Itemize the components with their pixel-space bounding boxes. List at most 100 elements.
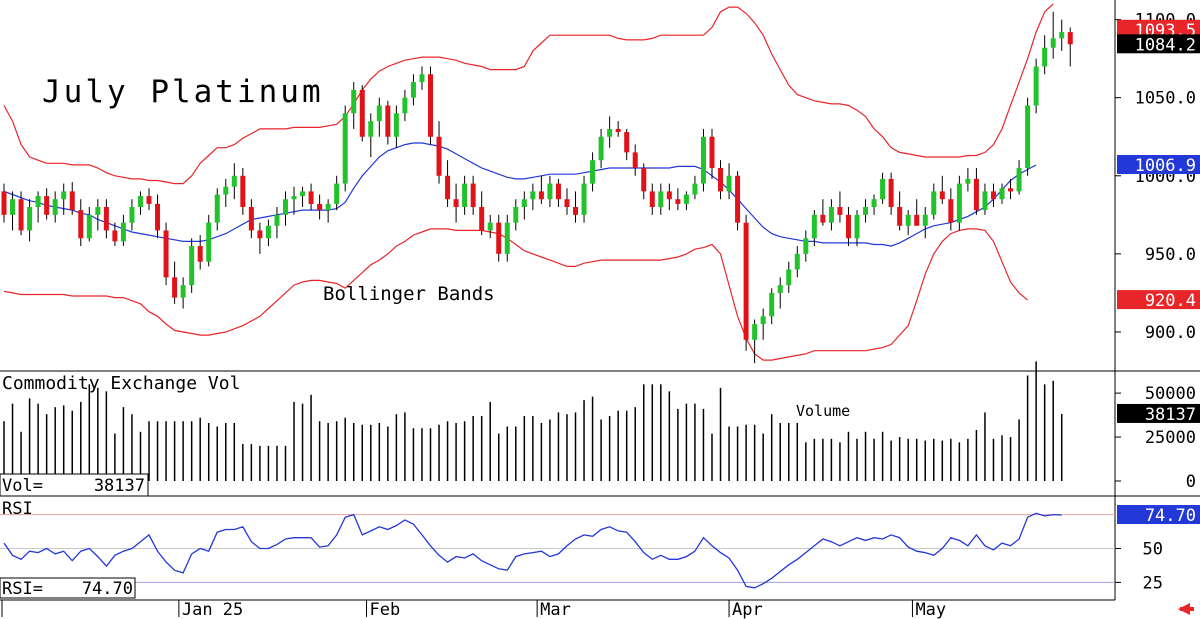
candle-body <box>52 199 58 215</box>
month-label: Jan 25 <box>182 600 243 619</box>
candle-body <box>308 191 314 204</box>
candle-body <box>948 199 954 223</box>
candle-body <box>35 196 41 208</box>
candle-body <box>129 207 135 223</box>
candle-body <box>990 191 996 200</box>
candle-body <box>385 105 391 137</box>
rsi-readout-label: RSI= <box>2 579 43 599</box>
candle-body <box>282 199 288 215</box>
rsi-panel-title: RSI <box>2 499 33 519</box>
panel-frames <box>0 0 1200 601</box>
candle-body <box>120 222 126 242</box>
candle-body <box>521 199 527 208</box>
candle-body <box>897 207 903 226</box>
candle-body <box>351 89 357 114</box>
candle-body <box>769 292 775 317</box>
candle-body <box>956 183 962 223</box>
candle-body <box>683 194 689 204</box>
rsi-line <box>3 512 1062 589</box>
candle-body <box>231 175 237 187</box>
candle-body <box>462 183 468 208</box>
price-tick-label: 950.0 <box>1145 245 1196 265</box>
rsi-tick-label: 50 <box>1143 540 1163 560</box>
candle-body <box>641 167 647 192</box>
candle-body <box>214 194 220 223</box>
candle-body <box>837 207 843 215</box>
candle-body <box>598 136 604 161</box>
volume-tick-label: 0 <box>1186 472 1196 492</box>
candle-body <box>871 199 877 208</box>
candle-body <box>905 214 911 226</box>
candle-body <box>419 74 425 83</box>
candle-body <box>718 167 724 192</box>
candle-body <box>1016 167 1022 192</box>
volume-last-badge-text: 38137 <box>1145 405 1196 425</box>
candle-body <box>274 214 280 226</box>
candle-body <box>10 199 16 215</box>
month-label: May <box>915 600 946 619</box>
candle-body <box>112 230 118 242</box>
scroll-arrow-tail <box>1180 607 1194 611</box>
rsi-tick-label: 25 <box>1143 573 1163 593</box>
candle-body <box>86 214 92 239</box>
candle-body <box>155 203 161 231</box>
candle-body <box>265 225 271 239</box>
date-axis: Jan 25 Feb Mar Apr May <box>1 600 946 619</box>
candle-body <box>760 316 766 325</box>
candle-body <box>342 113 348 184</box>
candle-body <box>726 175 732 192</box>
candle-body <box>69 191 75 211</box>
candle-body <box>632 152 638 168</box>
candle-body <box>453 199 459 208</box>
lower-price-badge-text: 920.4 <box>1145 291 1196 311</box>
candle-body <box>1025 105 1031 168</box>
candle-body <box>922 214 928 226</box>
candle-body <box>786 269 792 286</box>
price-tick-label: 1050.0 <box>1135 89 1196 109</box>
candle-body <box>666 191 672 200</box>
candle-body <box>939 191 945 200</box>
candle-body <box>291 196 297 200</box>
candle-body <box>410 82 416 98</box>
high-price-badge <box>1117 19 1200 39</box>
candle-body <box>555 183 561 200</box>
candle-body <box>1008 188 1014 192</box>
last-price-badge <box>1117 34 1200 54</box>
candle-body <box>845 214 851 239</box>
candle-body <box>61 191 67 200</box>
candle-body <box>649 191 655 208</box>
candle-body <box>206 222 212 262</box>
candle-body <box>163 230 169 278</box>
candle-body <box>1050 38 1056 48</box>
upper-bollinger-band <box>3 3 1054 185</box>
candle-body <box>692 183 698 195</box>
candle-body <box>27 207 33 231</box>
candle-body <box>189 246 195 286</box>
candle-body <box>334 183 340 204</box>
volume-readout-box <box>0 473 149 497</box>
candle-body <box>325 203 331 211</box>
candle-body <box>590 160 596 184</box>
candle-body <box>973 178 979 211</box>
candle-body <box>18 199 24 231</box>
lower-price-badge <box>1117 290 1200 310</box>
candle-body <box>965 178 971 184</box>
volume-tick-label: 50000 <box>1145 384 1196 404</box>
candle-body <box>999 188 1005 200</box>
candle-body <box>470 183 476 208</box>
candle-body <box>1033 66 1039 106</box>
candle-body <box>607 128 613 137</box>
lower-bollinger-band <box>3 228 1028 361</box>
candle-body <box>359 89 365 137</box>
candle-body <box>811 214 817 239</box>
month-label: Feb <box>370 600 401 619</box>
volume-series-label: Volume <box>796 402 850 420</box>
candle-body <box>1042 47 1048 67</box>
candle-body <box>317 203 323 211</box>
candle-body <box>487 222 493 231</box>
candle-body <box>658 191 664 208</box>
candle-body <box>863 207 869 215</box>
rsi-axis: 25 50 74.70 <box>1115 505 1200 593</box>
volume-readout-label: Vol= <box>2 476 43 496</box>
